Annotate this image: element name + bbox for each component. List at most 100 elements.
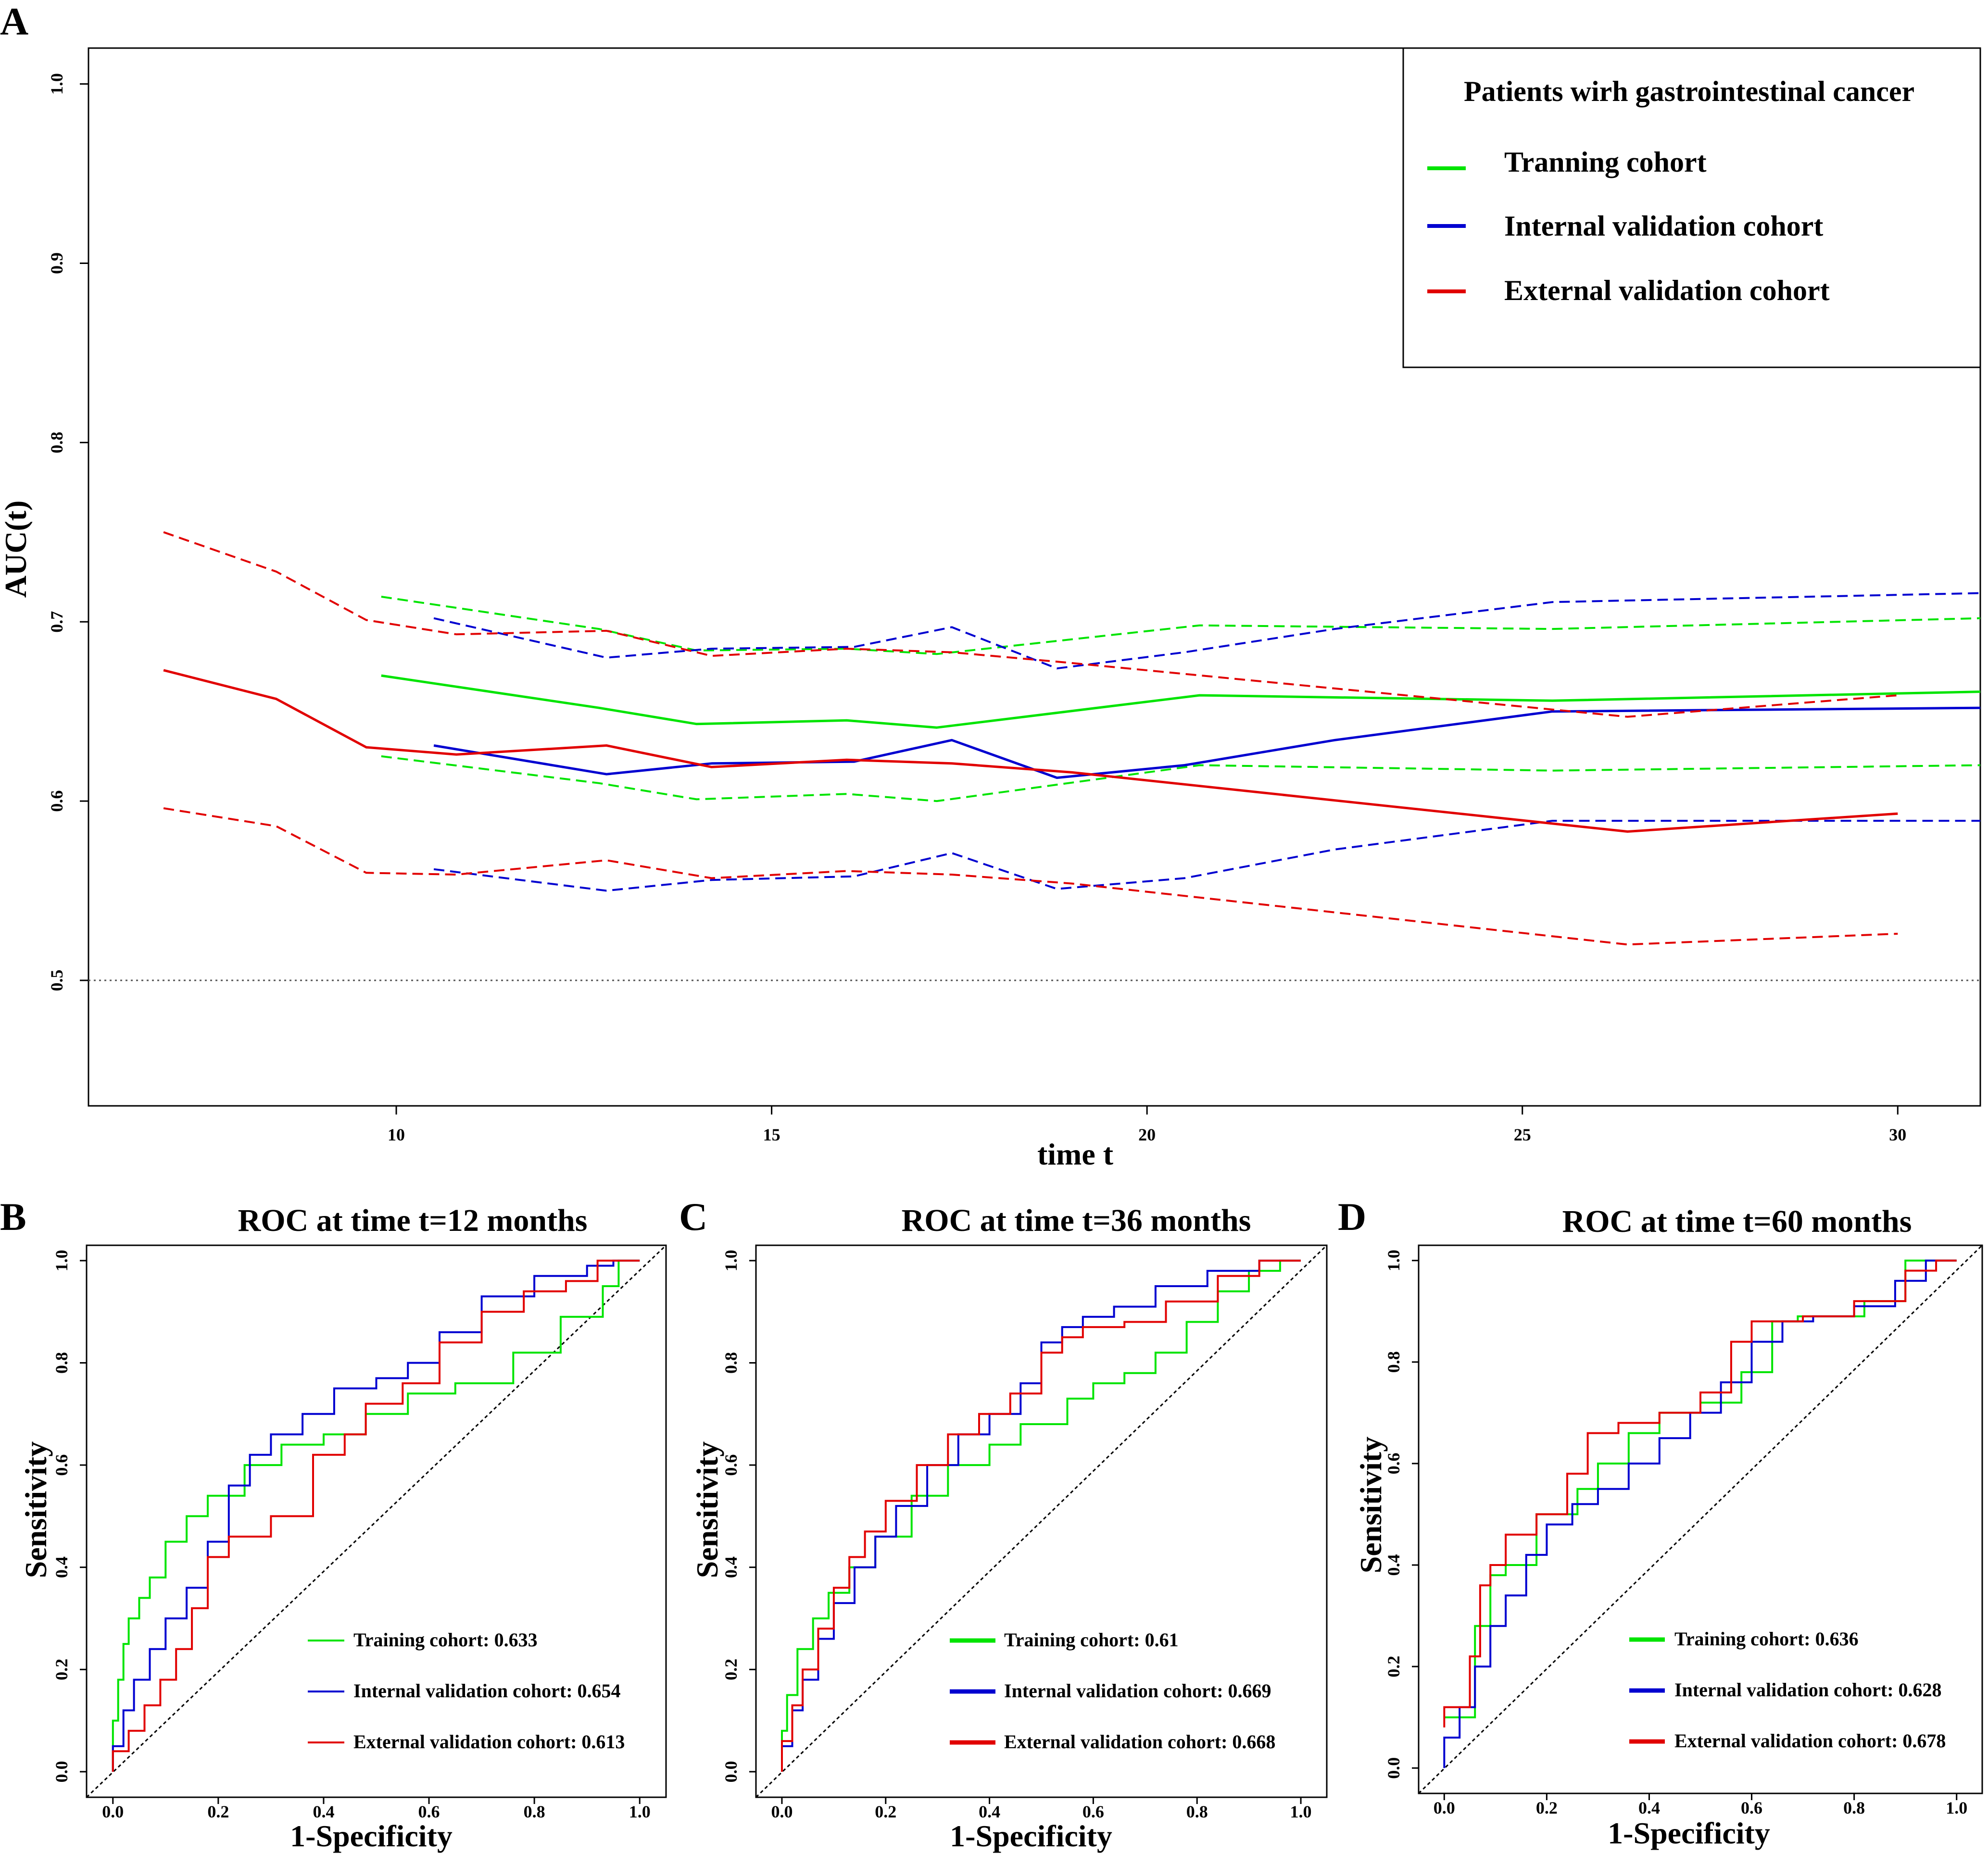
y-tick-label: 0.0 (1384, 1757, 1403, 1779)
panel-c-letter: C (679, 1195, 707, 1239)
panel-d-roc-curves (1443, 1259, 1957, 1768)
panel-c-roc-36-months: C ROC at time t=36 months 0.0 0.2 0.4 0.6 0.… (679, 1195, 1328, 1853)
panel-b-letter: B (0, 1195, 26, 1239)
x-tick-label: 0.4 (979, 1802, 1000, 1821)
panel-d-plot-frame (1418, 1244, 1983, 1794)
y-tick-label: 0.6 (52, 1454, 71, 1476)
diagonal-reference (755, 1244, 1328, 1798)
roc-external-validation-cohort (781, 1259, 1301, 1772)
panel-b-plot-frame (86, 1244, 667, 1798)
x-tick-label: 0.0 (102, 1802, 124, 1821)
series-internal-validation-cohort-upper (433, 592, 1981, 670)
panel-c-legend-internal: Internal validation cohort: 0.669 (1004, 1680, 1271, 1702)
x-tick-label: 0.6 (418, 1802, 440, 1821)
x-tick-label: 1.0 (1290, 1802, 1312, 1821)
panel-d-title: ROC at time t=60 months (1562, 1204, 1912, 1239)
panel-d-legend: Training cohort: 0.636 Internal validati… (1629, 1628, 1946, 1752)
y-tick-label: 0.2 (721, 1659, 741, 1680)
panel-c-x-title: 1-Specificity (950, 1819, 1112, 1853)
x-tick-label: 0.8 (524, 1802, 545, 1821)
y-tick-label: 0.4 (52, 1556, 71, 1578)
panel-c-legend-training: Training cohort: 0.61 (1004, 1629, 1179, 1651)
auc-series-group (163, 531, 1981, 946)
panel-d-legend-internal: Internal validation cohort: 0.628 (1674, 1679, 1942, 1701)
y-tick-label: 0.8 (47, 432, 66, 453)
series-external-validation-cohort (163, 669, 1898, 833)
roc-training-cohort (781, 1259, 1301, 1772)
legend-label-training: Tranning cohort (1504, 146, 1707, 178)
y-tick-label: 0.2 (1384, 1656, 1403, 1678)
x-tick-label: 0.0 (771, 1802, 793, 1821)
panel-d-y-title: Sensitivity (1354, 1437, 1388, 1573)
panel-b-y-title: Sensitivity (19, 1441, 53, 1578)
series-training-cohort-upper (381, 596, 1981, 655)
legend-label-external: External validation cohort (1504, 275, 1830, 306)
x-tick-label: 0.2 (207, 1802, 229, 1821)
y-tick-label: 0.5 (47, 969, 66, 991)
diagonal-reference (86, 1244, 667, 1798)
y-tick-label: 0.6 (721, 1454, 741, 1476)
y-tick-label: 0.4 (721, 1556, 741, 1578)
y-tick-label: 0.6 (1384, 1453, 1403, 1474)
y-axis-title: AUC(t) (0, 501, 33, 598)
panel-c-legend-external: External validation cohort: 0.668 (1004, 1731, 1275, 1753)
x-axis-title: time t (1037, 1137, 1114, 1171)
series-external-validation-cohort-lower (163, 807, 1898, 946)
panel-c-y-ticks: 0.0 0.2 0.4 0.6 0.8 1.0 (721, 1250, 756, 1782)
panel-b-roc-12-months: B ROC at time t=12 months 0.0 0.2 0.4 0.6 0.… (0, 1195, 667, 1853)
y-tick-label: 1.0 (47, 73, 66, 95)
x-tick-label: 0.4 (1638, 1798, 1660, 1817)
panel-c-x-ticks: 0.0 0.2 0.4 0.6 0.8 1.0 (771, 1797, 1312, 1821)
y-tick-label: 0.0 (721, 1761, 741, 1782)
panel-b-legend: Training cohort: 0.633 Internal validati… (308, 1629, 625, 1753)
panel-b-diagonal (86, 1244, 667, 1798)
panel-d-diagonal (1418, 1244, 1983, 1794)
panel-b-y-ticks: 0.0 0.2 0.4 0.6 0.8 1.0 (52, 1250, 87, 1782)
panel-c-diagonal (755, 1244, 1328, 1798)
panel-d-y-ticks: 0.0 0.2 0.4 0.6 0.8 1.0 (1384, 1250, 1419, 1779)
panel-c-legend: Training cohort: 0.61 Internal validatio… (950, 1629, 1275, 1753)
panel-a-letter: A (0, 0, 28, 43)
y-tick-label: 0.6 (47, 790, 66, 812)
panel-b-roc-curves (112, 1259, 640, 1772)
legend: Patients wirh gastrointestinal cancer Tr… (1402, 47, 1981, 368)
roc-external-validation-cohort (112, 1259, 640, 1772)
x-tick-label: 25 (1514, 1125, 1531, 1144)
roc-training-cohort (112, 1259, 640, 1772)
panel-b-legend-training: Training cohort: 0.633 (353, 1629, 538, 1651)
panel-b-legend-external: External validation cohort: 0.613 (353, 1731, 625, 1753)
series-external-validation-cohort-upper (163, 531, 1898, 718)
y-tick-label: 0.8 (1384, 1351, 1403, 1373)
series-internal-validation-cohort-lower (433, 820, 1980, 892)
y-tick-label: 0.7 (47, 611, 66, 633)
x-tick-label: 0.8 (1186, 1802, 1208, 1821)
panel-c-title: ROC at time t=36 months (902, 1203, 1251, 1238)
y-tick-label: 1.0 (52, 1250, 71, 1271)
y-tick-label: 0.0 (52, 1761, 71, 1782)
panel-c-y-title: Sensitivity (690, 1441, 724, 1578)
y-tick-label: 0.8 (721, 1352, 741, 1374)
diagonal-reference (1418, 1244, 1983, 1794)
panel-a-plot-frame (88, 47, 1981, 1107)
panel-b-legend-internal: Internal validation cohort: 0.654 (353, 1680, 621, 1702)
x-tick-label: 1.0 (1946, 1798, 1967, 1817)
y-tick-label: 0.4 (1384, 1554, 1403, 1576)
x-axis-ticks: 10 15 20 25 30 (388, 1106, 1906, 1144)
x-tick-label: 10 (388, 1125, 405, 1144)
panel-c-plot-frame (755, 1244, 1328, 1798)
panel-b-x-title: 1-Specificity (290, 1819, 453, 1853)
x-tick-label: 1.0 (629, 1802, 651, 1821)
x-tick-label: 0.6 (1741, 1798, 1762, 1817)
x-tick-label: 0.6 (1082, 1802, 1104, 1821)
legend-box (1402, 47, 1981, 368)
y-tick-label: 1.0 (721, 1250, 741, 1271)
panel-d-x-ticks: 0.0 0.2 0.4 0.6 0.8 1.0 (1434, 1793, 1967, 1817)
x-tick-label: 0.2 (1536, 1798, 1558, 1817)
panel-d-roc-60-months: D ROC at time t=60 months 0.0 0.2 0.4 0.6 0.… (1338, 1195, 1983, 1850)
x-tick-label: 15 (763, 1125, 780, 1144)
panel-b-title: ROC at time t=12 months (238, 1203, 588, 1238)
roc-external-validation-cohort (1443, 1259, 1957, 1728)
x-tick-label: 0.4 (313, 1802, 334, 1821)
panel-d-legend-external: External validation cohort: 0.678 (1674, 1730, 1946, 1752)
